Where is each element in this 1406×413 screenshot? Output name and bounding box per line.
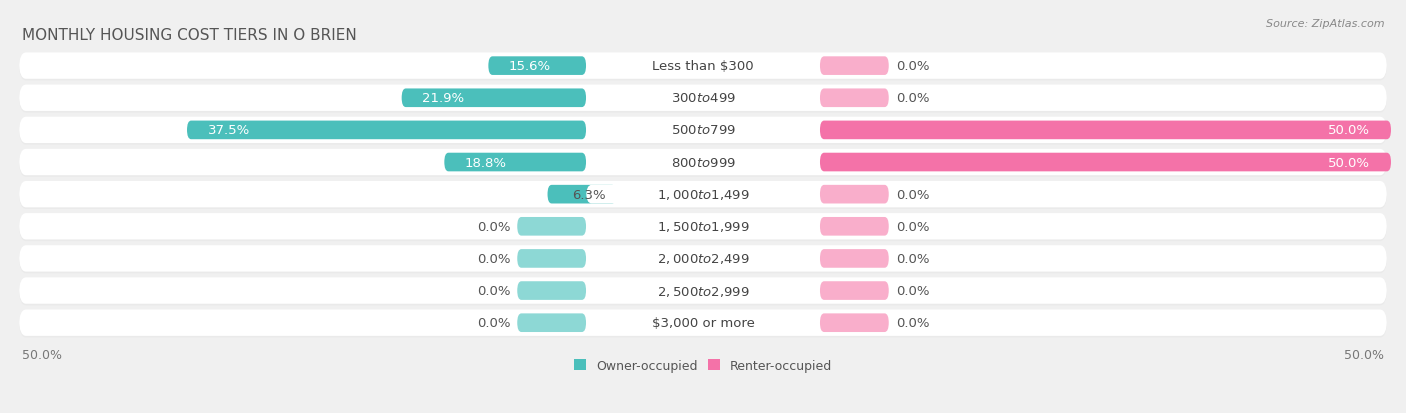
FancyBboxPatch shape [820,282,889,300]
Text: 21.9%: 21.9% [422,92,464,105]
Text: 37.5%: 37.5% [208,124,250,137]
Text: MONTHLY HOUSING COST TIERS IN O BRIEN: MONTHLY HOUSING COST TIERS IN O BRIEN [22,27,357,43]
Text: 0.0%: 0.0% [477,285,510,297]
Text: 0.0%: 0.0% [477,252,510,265]
FancyBboxPatch shape [820,153,1391,172]
FancyBboxPatch shape [20,151,1386,177]
FancyBboxPatch shape [820,249,889,268]
FancyBboxPatch shape [586,185,820,204]
Text: $3,000 or more: $3,000 or more [651,316,755,330]
FancyBboxPatch shape [20,311,1386,338]
FancyBboxPatch shape [488,57,586,76]
FancyBboxPatch shape [20,279,1386,306]
FancyBboxPatch shape [820,313,889,332]
FancyBboxPatch shape [20,182,1386,208]
FancyBboxPatch shape [20,214,1386,240]
FancyBboxPatch shape [820,218,889,236]
Text: $1,000 to $1,499: $1,000 to $1,499 [657,188,749,202]
FancyBboxPatch shape [820,121,1391,140]
Text: $500 to $799: $500 to $799 [671,124,735,137]
FancyBboxPatch shape [517,249,586,268]
Text: 50.0%: 50.0% [22,349,62,361]
FancyBboxPatch shape [820,185,889,204]
FancyBboxPatch shape [20,53,1386,80]
Text: 6.3%: 6.3% [572,188,606,201]
Legend: Owner-occupied, Renter-occupied: Owner-occupied, Renter-occupied [568,354,838,377]
FancyBboxPatch shape [20,87,1386,113]
Text: 0.0%: 0.0% [477,220,510,233]
FancyBboxPatch shape [586,89,820,108]
FancyBboxPatch shape [586,121,820,140]
Text: 0.0%: 0.0% [896,60,929,73]
FancyBboxPatch shape [20,85,1386,112]
FancyBboxPatch shape [586,282,820,300]
FancyBboxPatch shape [187,121,586,140]
Text: $1,500 to $1,999: $1,500 to $1,999 [657,220,749,234]
FancyBboxPatch shape [20,183,1386,209]
FancyBboxPatch shape [517,313,586,332]
Text: 0.0%: 0.0% [477,316,510,330]
Text: 50.0%: 50.0% [1329,156,1371,169]
Text: 0.0%: 0.0% [896,92,929,105]
Text: 0.0%: 0.0% [896,316,929,330]
FancyBboxPatch shape [586,313,820,332]
FancyBboxPatch shape [20,119,1386,145]
FancyBboxPatch shape [20,150,1386,176]
Text: $300 to $499: $300 to $499 [671,92,735,105]
Text: $800 to $999: $800 to $999 [671,156,735,169]
FancyBboxPatch shape [20,246,1386,272]
FancyBboxPatch shape [586,57,820,76]
Text: 50.0%: 50.0% [1329,124,1371,137]
Text: 0.0%: 0.0% [896,285,929,297]
Text: 0.0%: 0.0% [896,188,929,201]
Text: Source: ZipAtlas.com: Source: ZipAtlas.com [1267,19,1385,28]
FancyBboxPatch shape [517,218,586,236]
FancyBboxPatch shape [20,310,1386,336]
Text: 18.8%: 18.8% [465,156,508,169]
FancyBboxPatch shape [20,278,1386,304]
Text: 0.0%: 0.0% [896,220,929,233]
FancyBboxPatch shape [586,249,820,268]
FancyBboxPatch shape [20,117,1386,144]
FancyBboxPatch shape [20,247,1386,273]
FancyBboxPatch shape [586,218,820,236]
Text: Less than $300: Less than $300 [652,60,754,73]
FancyBboxPatch shape [402,89,586,108]
FancyBboxPatch shape [586,153,820,172]
Text: 0.0%: 0.0% [896,252,929,265]
FancyBboxPatch shape [20,55,1386,81]
Text: 15.6%: 15.6% [509,60,551,73]
FancyBboxPatch shape [820,57,889,76]
FancyBboxPatch shape [444,153,586,172]
FancyBboxPatch shape [547,185,616,204]
Text: $2,000 to $2,499: $2,000 to $2,499 [657,252,749,266]
FancyBboxPatch shape [517,282,586,300]
FancyBboxPatch shape [820,89,889,108]
FancyBboxPatch shape [20,215,1386,242]
Text: $2,500 to $2,999: $2,500 to $2,999 [657,284,749,298]
Text: 50.0%: 50.0% [1344,349,1384,361]
